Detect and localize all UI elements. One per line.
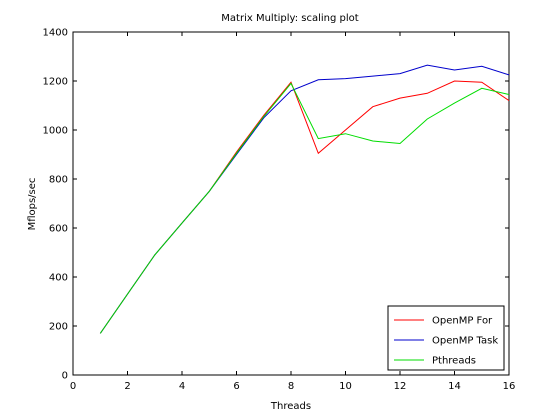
y-tick-label: 1400 bbox=[43, 28, 68, 39]
x-tick-label: 10 bbox=[339, 381, 352, 392]
y-tick-label: 600 bbox=[49, 224, 68, 235]
x-tick-label: 6 bbox=[233, 381, 239, 392]
legend-label-openmp-for: OpenMP For bbox=[432, 316, 493, 327]
y-tick-label: 400 bbox=[49, 273, 68, 284]
x-tick-label: 8 bbox=[288, 381, 294, 392]
x-tick-label: 12 bbox=[394, 381, 407, 392]
x-axis: 0 2 4 6 8 10 12 14 16 bbox=[70, 32, 516, 392]
y-axis-label: Mflops/sec bbox=[27, 178, 38, 231]
y-tick-label: 1200 bbox=[43, 77, 68, 88]
x-tick-label: 2 bbox=[124, 381, 130, 392]
y-tick-label: 0 bbox=[62, 371, 68, 382]
x-axis-label: Threads bbox=[270, 401, 311, 412]
x-tick-label: 16 bbox=[503, 381, 516, 392]
x-tick-label: 14 bbox=[448, 381, 461, 392]
x-tick-label: 4 bbox=[179, 381, 185, 392]
y-tick-label: 800 bbox=[49, 175, 68, 186]
y-axis: 0 200 400 600 800 1000 1200 1400 bbox=[43, 28, 509, 382]
legend: OpenMP For OpenMP Task Pthreads bbox=[387, 305, 505, 371]
y-tick-label: 200 bbox=[49, 322, 68, 333]
legend-box bbox=[387, 305, 505, 371]
series-group bbox=[99, 64, 510, 334]
legend-label-pthreads: Pthreads bbox=[432, 356, 476, 367]
legend-label-openmp-task: OpenMP Task bbox=[432, 336, 498, 347]
x-tick-label: 0 bbox=[70, 381, 76, 392]
chart-title: Matrix Multiply: scaling plot bbox=[221, 13, 358, 24]
y-tick-label: 1000 bbox=[43, 126, 68, 137]
series-line-pthreads bbox=[99, 82, 510, 334]
